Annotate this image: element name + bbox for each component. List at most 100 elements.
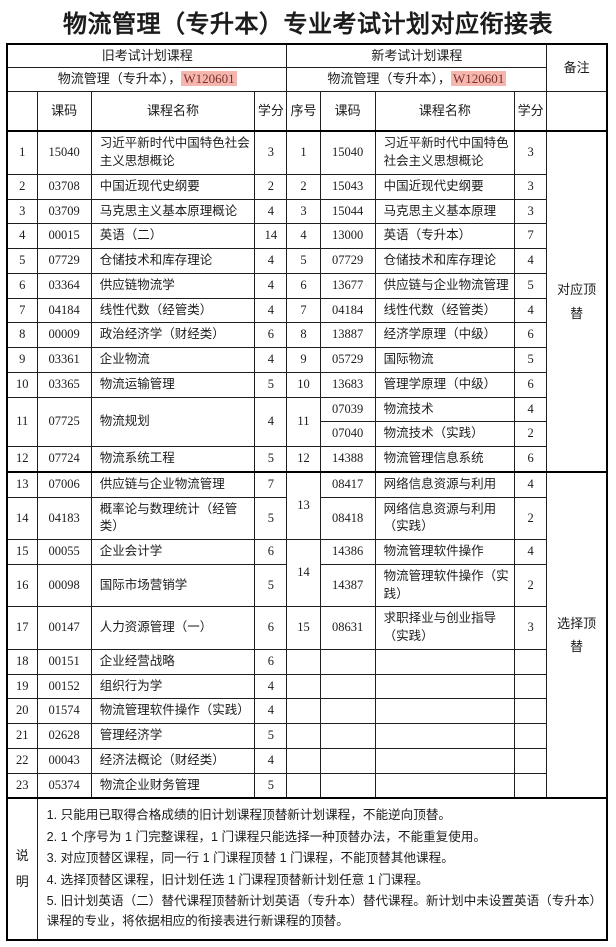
num-cell: 21 [6, 723, 38, 749]
code-cell: 14388 [319, 446, 376, 473]
num-cell: 14 [6, 496, 38, 541]
name-cell: 英语（专升本） [374, 223, 516, 250]
name-cell: 物流规划 [90, 396, 256, 448]
num-cell: 20 [6, 698, 38, 725]
name-cell: 线性代数（经管类） [374, 297, 516, 324]
name-cell: 经济学原理（中级） [374, 322, 516, 349]
code-cell: 05374 [36, 772, 92, 799]
table-row: 22 00043 经济法概论（财经类） 4 [6, 747, 607, 774]
num-cell: 5 [286, 248, 321, 274]
num-cell: 13 [6, 470, 38, 498]
name-cell: 管理经济学 [90, 723, 256, 749]
remark-subheader [546, 90, 608, 133]
num-cell: 4 [286, 223, 321, 250]
code-cell: 03708 [36, 173, 92, 200]
old-code-header: 课码 [36, 90, 92, 133]
old-credit-header: 学分 [254, 90, 288, 133]
credit-cell: 4 [514, 470, 548, 498]
table-row: 12 07724 物流系统工程 5 12 14388 物流管理信息系统 6 [6, 446, 607, 473]
name-cell: 中国近现代史纲要 [90, 173, 256, 200]
num-cell: 9 [286, 347, 321, 373]
name-cell [374, 698, 516, 725]
credit-cell: 3 [514, 606, 548, 650]
name-cell [374, 723, 516, 749]
name-cell: 习近平新时代中国特色社会主义思想概论 [90, 130, 256, 175]
name-cell: 企业经营战略 [90, 648, 256, 675]
num-cell [286, 723, 321, 749]
name-cell: 国际市场营销学 [90, 563, 256, 608]
credit-cell: 14 [254, 223, 288, 250]
remark-header: 备注 [546, 43, 608, 92]
code-cell: 00151 [36, 648, 92, 675]
name-cell: 人力资源管理（一） [90, 606, 256, 650]
code-cell: 00015 [36, 223, 92, 250]
num-cell: 3 [6, 198, 38, 225]
new-credit-header: 学分 [514, 90, 548, 133]
name-cell: 仓储技术和库存理论 [374, 248, 516, 274]
major-header-row: 物流管理（专升本）， W120601 物流管理（专升本）， W120601 [6, 67, 607, 92]
code-cell: 00055 [36, 539, 92, 565]
table-row: 9 03361 企业物流 4 9 05729 国际物流 5 [6, 347, 607, 373]
code-cell: 13683 [319, 371, 376, 398]
old-name-header: 课程名称 [90, 90, 256, 133]
name-cell: 物流管理软件操作（实践） [90, 698, 256, 725]
code-cell: 07040 [319, 421, 376, 448]
code-cell [319, 673, 376, 700]
credit-cell: 7 [514, 223, 548, 250]
code-cell: 03365 [36, 371, 92, 398]
table-row: 07040 物流技术（实践） 2 [7, 421, 607, 448]
num-cell [286, 698, 321, 725]
name-cell: 物流技术（实践） [374, 421, 516, 448]
credit-cell: 7 [254, 470, 288, 498]
code-cell: 07725 [36, 396, 92, 448]
num-cell: 4 [6, 223, 38, 250]
name-cell: 供应链与企业物流管理 [90, 470, 256, 498]
remark-cell: 对应顶替 [546, 130, 608, 473]
name-cell: 经济法概论（财经类） [90, 747, 256, 774]
num-cell: 1 [6, 130, 38, 175]
code-cell: 07039 [319, 396, 376, 423]
code-cell: 01574 [36, 698, 92, 725]
num-cell: 8 [6, 322, 38, 349]
name-cell: 概率论与数理统计（经管类） [90, 496, 256, 541]
table-row: 2 03708 中国近现代史纲要 2 2 15043 中国近现代史纲要 3 [6, 173, 607, 200]
table-row: 20 01574 物流管理软件操作（实践） 4 [6, 698, 607, 725]
credit-cell: 6 [514, 371, 548, 398]
code-cell: 13677 [319, 272, 376, 299]
name-cell: 马克思主义基本原理概论 [90, 198, 256, 225]
note-item: 4. 选择顶替区课程，旧计划任选 1 门课程顶替新计划任意 1 门课程。 [46, 872, 429, 887]
code-cell: 15040 [319, 130, 376, 175]
table-row: 6 03364 供应链物流学 4 6 13677 供应链与企业物流管理 5 [6, 272, 607, 299]
new-major-label: 物流管理（专升本）， [327, 71, 451, 87]
name-cell: 英语（二） [90, 223, 256, 250]
code-cell: 15043 [319, 173, 376, 200]
name-cell: 物流管理信息系统 [374, 446, 516, 473]
code-cell [319, 698, 376, 725]
column-header-row: 课码 课程名称 学分 序号 课码 课程名称 学分 [6, 90, 608, 133]
table-row: 17 00147 人力资源管理（一） 6 15 08631 求职择业与创业指导（实践） 3 [6, 606, 607, 650]
old-index-header [6, 90, 38, 133]
num-cell [286, 747, 321, 774]
name-cell: 企业物流 [90, 347, 256, 373]
credit-cell: 4 [514, 248, 548, 274]
credit-cell: 6 [254, 539, 288, 565]
table-row: 23 05374 物流企业财务管理 5 [6, 772, 607, 799]
name-cell: 组织行为学 [90, 673, 256, 700]
note-item: 2. 1 个序号为 1 门完整课程，1 门课程只能选择一种顶替办法，不能重复使用… [46, 829, 487, 844]
credit-cell: 3 [514, 130, 548, 175]
num-cell: 18 [6, 648, 38, 675]
name-cell [374, 648, 516, 675]
name-cell: 政治经济学（财经类） [90, 322, 256, 349]
credit-cell [514, 648, 548, 675]
credit-cell: 3 [514, 198, 548, 225]
code-cell: 08418 [319, 496, 376, 541]
notes-row: 说明 1. 只能用已取得合格成绩的旧计划课程顶替新计划课程，不能逆向顶替。 2. … [6, 797, 608, 941]
num-cell: 1 [286, 130, 321, 175]
credit-cell: 5 [254, 496, 288, 541]
name-cell: 物流管理软件操作（实践） [374, 563, 516, 608]
table-row: 1 15040 习近平新时代中国特色社会主义思想概论 3 1 15040 习近平新时代中国特… [6, 130, 608, 473]
num-cell: 7 [286, 297, 321, 324]
name-cell: 网络信息资源与利用（实践） [374, 496, 516, 541]
table-row: 18 00151 企业经营战略 6 [6, 648, 607, 675]
num-cell: 14 [286, 539, 321, 608]
